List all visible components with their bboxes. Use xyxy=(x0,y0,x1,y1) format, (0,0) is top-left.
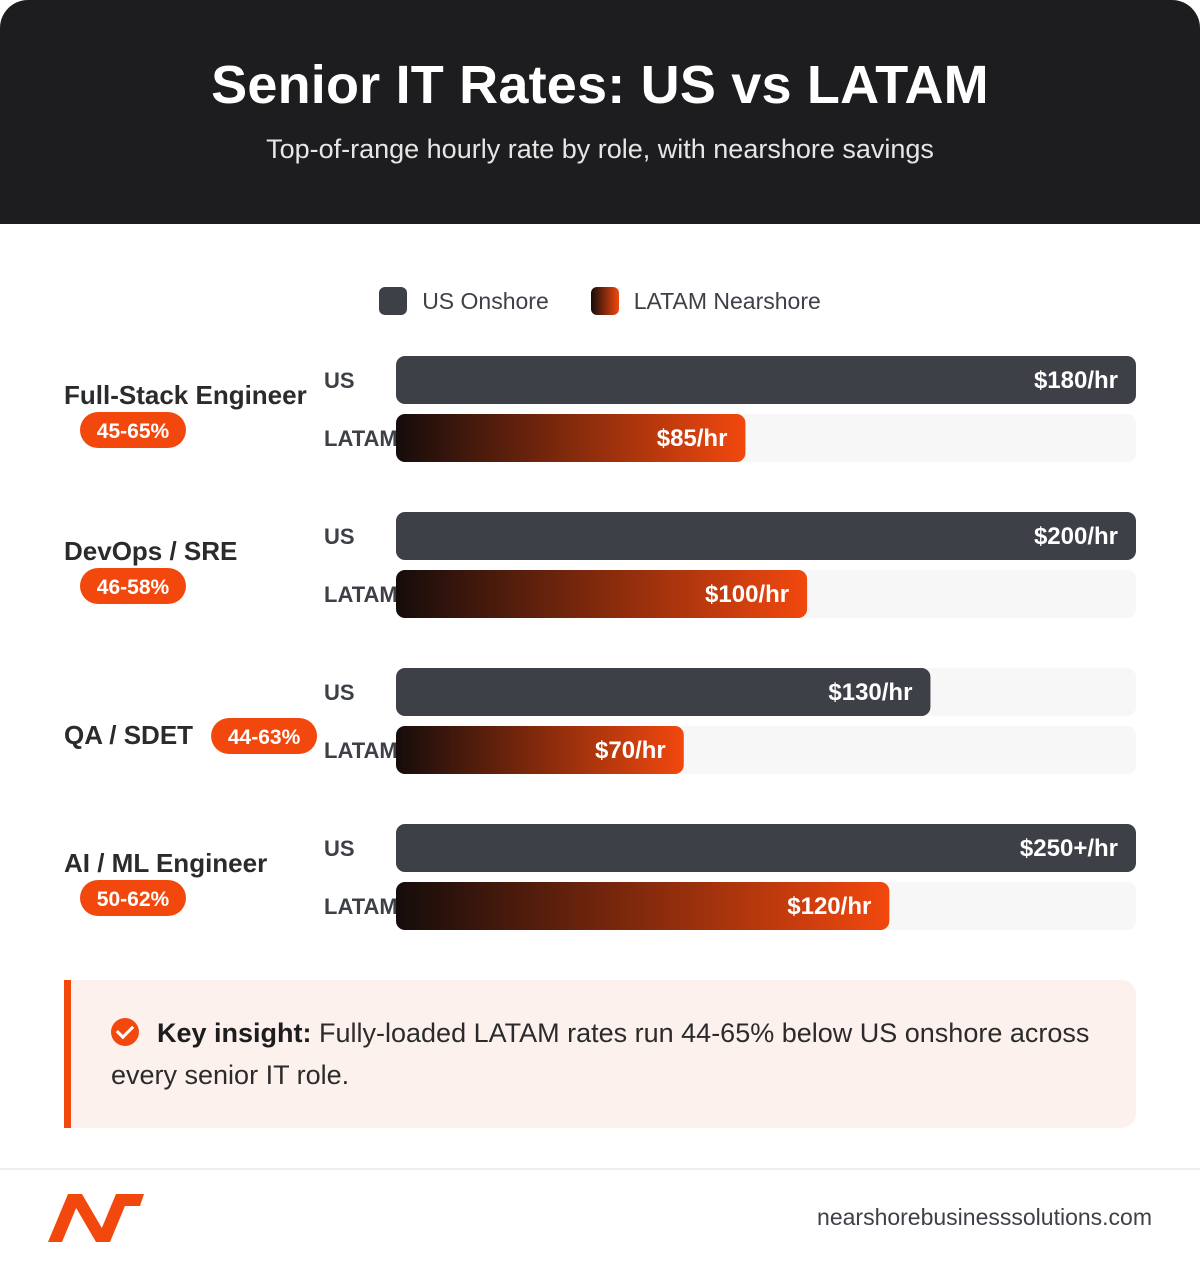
savings-badge xyxy=(80,880,186,916)
row-label: LATAM xyxy=(324,426,398,451)
row-label: LATAM xyxy=(324,894,398,919)
bar-value-label: $100/hr xyxy=(705,581,789,608)
savings-badge-label: 46-58% xyxy=(97,576,170,599)
bar-value-label: $180/hr xyxy=(1034,367,1118,394)
savings-badge xyxy=(80,568,186,604)
savings-badge-label: 50-62% xyxy=(97,888,170,911)
header: Senior IT Rates: US vs LATAM Top-of-rang… xyxy=(0,0,1200,224)
latam-bar xyxy=(396,726,684,774)
category-label: Full-Stack Engineer xyxy=(64,380,307,410)
bar-value-label: $120/hr xyxy=(787,893,871,920)
chart-legend: US Onshore LATAM Nearshore xyxy=(0,287,1200,315)
bar-value-label: $70/hr xyxy=(595,737,666,764)
bar-value-label: $200/hr xyxy=(1034,523,1118,550)
latam-bar xyxy=(396,882,890,930)
row-label: US xyxy=(324,524,355,549)
us-swatch xyxy=(379,287,408,315)
legend-label-us: US Onshore xyxy=(422,287,549,314)
savings-badge xyxy=(80,412,186,448)
latam-bar xyxy=(396,414,746,462)
legend-item-latam: LATAM Nearshore xyxy=(590,287,821,315)
latam-bar xyxy=(396,570,808,618)
key-insight-callout: Key insight: Fully-loaded LATAM rates ru… xyxy=(64,980,1136,1128)
category-label: QA / SDET xyxy=(64,720,193,750)
footer-url: nearshorebusinesssolutions.com xyxy=(817,1204,1152,1230)
legend-item-us: US Onshore xyxy=(379,287,549,315)
us-bar xyxy=(396,824,1136,872)
savings-badge-label: 45-65% xyxy=(97,420,170,443)
category-label: DevOps / SRE xyxy=(64,536,237,566)
savings-badge xyxy=(211,718,318,754)
us-bar xyxy=(396,512,1136,560)
check-circle-icon xyxy=(111,1018,139,1046)
us-bar xyxy=(396,668,931,716)
row-label: US xyxy=(324,836,355,861)
category-label: AI / ML Engineer xyxy=(64,848,267,878)
row-label: LATAM xyxy=(324,582,398,607)
page-title: Senior IT Rates: US vs LATAM xyxy=(211,55,989,115)
bar-value-label: $130/hr xyxy=(828,679,912,706)
legend-label-latam: LATAM Nearshore xyxy=(633,287,821,314)
us-bar xyxy=(396,356,1136,404)
row-label: US xyxy=(324,680,355,705)
bar-value-label: $250+/hr xyxy=(1020,835,1118,862)
insight-text: Fully-loaded LATAM rates run 44-65% belo… xyxy=(111,1018,1090,1090)
page-subtitle: Top-of-range hourly rate by role, with n… xyxy=(266,134,934,164)
insight-label: Key insight: xyxy=(157,1018,312,1048)
savings-badge-label: 44-63% xyxy=(228,726,301,749)
bar-value-label: $85/hr xyxy=(657,425,728,452)
bar-chart: Full-Stack Engineer 45-65% US $180/hr LATAM $… xyxy=(64,356,1136,930)
latam-swatch xyxy=(590,287,619,315)
row-label: LATAM xyxy=(324,738,398,763)
nearshore-logo-icon xyxy=(48,1192,148,1249)
row-label: US xyxy=(324,368,355,393)
footer-divider xyxy=(0,1168,1200,1170)
